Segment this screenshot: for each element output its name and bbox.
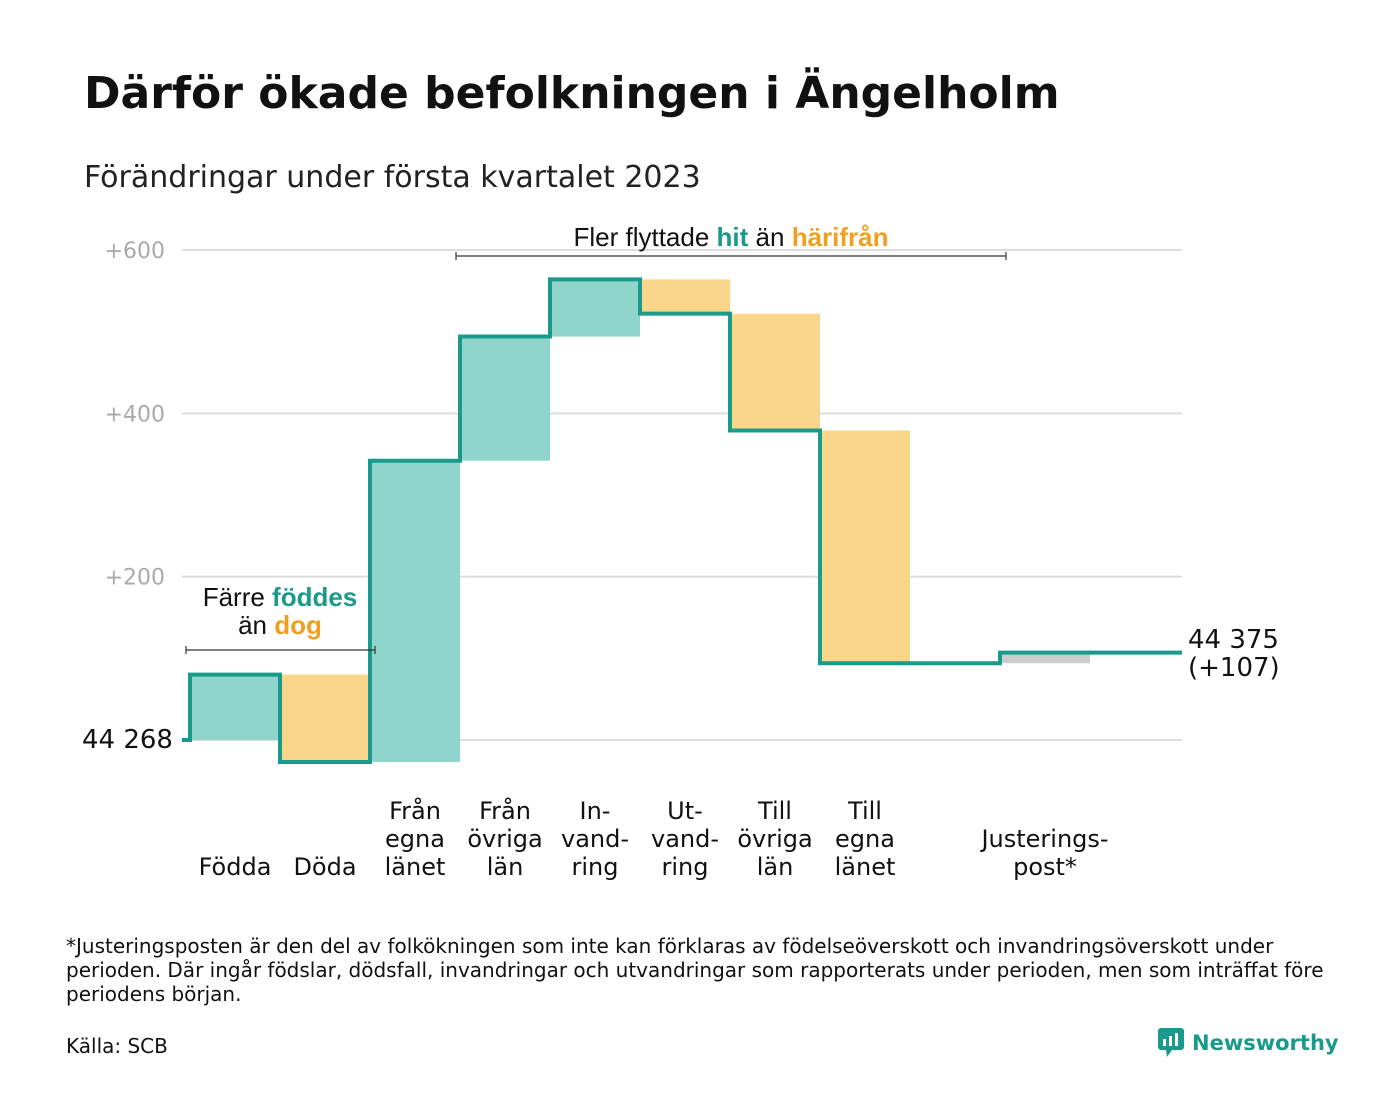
annotation-births-mid: än xyxy=(238,610,275,640)
annotation-moves-orange: härifrån xyxy=(791,222,889,252)
annotation-moves-pre: Fler flyttade xyxy=(573,222,717,252)
annotation-births: Färre föddes än dog xyxy=(185,583,375,639)
end-change: (+107) xyxy=(1188,653,1280,683)
category-label: In- vand- ring xyxy=(560,797,629,881)
newsworthy-chart-bubble-icon xyxy=(1158,1028,1184,1057)
category-label: Ut- vand- ring xyxy=(650,797,719,881)
bar-adjust xyxy=(1000,652,1090,664)
bar-out xyxy=(280,674,370,763)
category-label: Döda xyxy=(293,853,357,881)
cumulative-step-line xyxy=(182,277,1182,765)
bar-out xyxy=(820,430,910,664)
bar-in xyxy=(370,460,460,763)
y-tick-label: +600 xyxy=(105,239,165,264)
annotation-moves-teal: hit xyxy=(716,222,749,252)
category-label: Från övriga län xyxy=(467,797,543,881)
annotation-births-teal: föddes xyxy=(272,582,358,612)
source-note: Källa: SCB xyxy=(66,1034,168,1058)
bar-in xyxy=(550,279,640,337)
annotation-moves-mid: än xyxy=(748,222,792,252)
category-label: Från egna länet xyxy=(384,797,446,881)
start-value-label: 44 268 xyxy=(82,725,173,755)
bar-out xyxy=(640,279,730,314)
bar-in xyxy=(460,336,550,461)
category-label: Till egna länet xyxy=(834,797,896,881)
annotation-moves: Fler flyttade hit än härifrån xyxy=(456,223,1006,251)
bar-out xyxy=(730,313,820,431)
annotation-births-pre: Färre xyxy=(202,582,273,612)
end-value-label: 44 375 (+107) xyxy=(1188,626,1280,682)
category-label: Till övriga län xyxy=(737,797,813,881)
end-total: 44 375 xyxy=(1188,625,1279,655)
y-tick-label: +200 xyxy=(105,566,165,591)
footnote: *Justeringsposten är den del av folkökni… xyxy=(66,934,1324,1006)
category-label: Födda xyxy=(198,853,272,881)
bar-in xyxy=(190,674,280,740)
y-tick-label: +400 xyxy=(105,402,165,427)
annotation-births-orange: dog xyxy=(274,610,322,640)
newsworthy-logo: Newsworthy xyxy=(1158,1028,1339,1058)
chart-subtitle: Förändringar under första kvartalet 2023 xyxy=(84,160,701,195)
category-label: Justerings- post* xyxy=(981,825,1109,881)
chart-title: Därför ökade befolkningen i Ängelholm xyxy=(84,68,1060,119)
logo-text: Newsworthy xyxy=(1192,1031,1339,1055)
